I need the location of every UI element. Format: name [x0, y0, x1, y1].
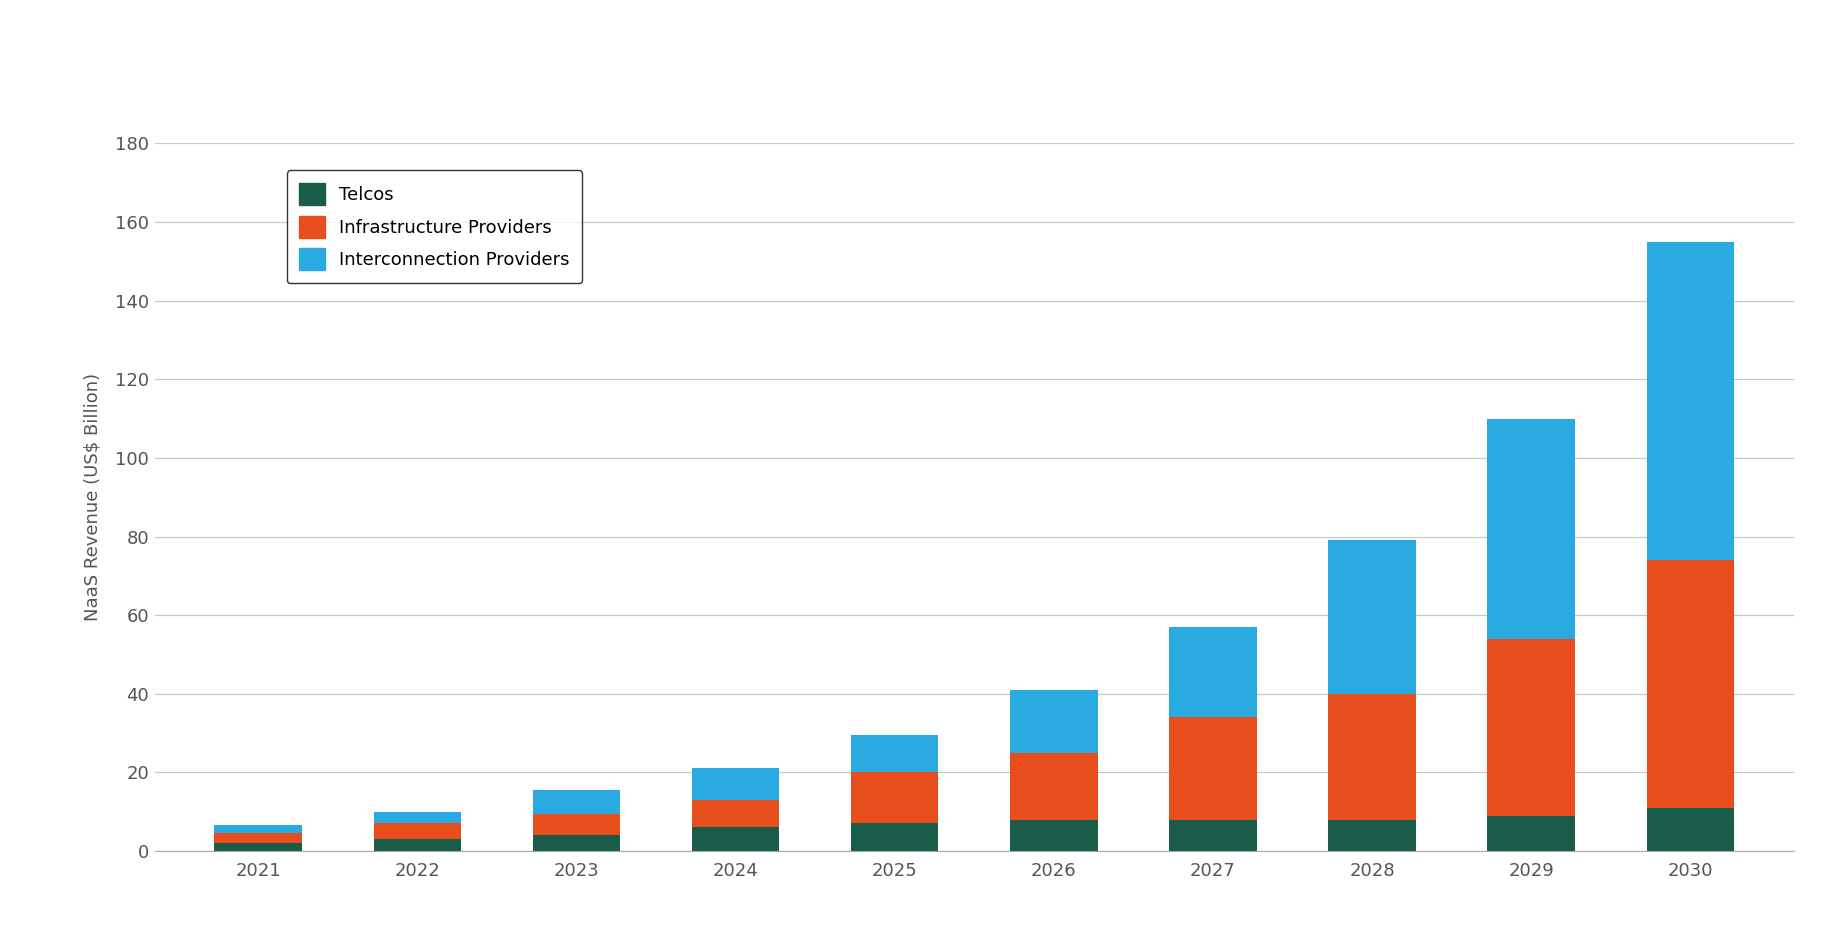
Text: (Source: ABI Research): (Source: ABI Research) — [1608, 57, 1799, 75]
Bar — [692, 769, 779, 800]
Bar — [373, 823, 461, 839]
Bar — [1011, 753, 1098, 820]
Bar — [1169, 718, 1256, 820]
Bar — [1488, 418, 1575, 638]
Bar — [1488, 638, 1575, 816]
Bar — [215, 844, 302, 851]
Bar — [692, 800, 779, 827]
Bar — [1328, 540, 1415, 694]
Bar — [1646, 241, 1734, 560]
Bar — [534, 814, 621, 835]
Bar — [850, 823, 938, 851]
Bar — [1169, 820, 1256, 851]
Bar — [1011, 690, 1098, 753]
Bar — [1328, 694, 1415, 820]
Bar — [692, 827, 779, 851]
Bar — [215, 833, 302, 844]
Bar — [215, 825, 302, 833]
Bar — [1488, 816, 1575, 851]
Text: NaaS Revenue Share by Service Provider (Telcos Transition to “Dumb Pipe”): NaaS Revenue Share by Service Provider (… — [22, 23, 982, 43]
Bar — [1011, 820, 1098, 851]
Bar — [534, 835, 621, 851]
Bar — [850, 772, 938, 823]
Text: World Markets: 2021 to 2030: World Markets: 2021 to 2030 — [22, 75, 386, 94]
Bar — [1646, 808, 1734, 851]
Bar — [1328, 820, 1415, 851]
Bar — [373, 839, 461, 851]
Bar — [850, 735, 938, 772]
Y-axis label: NaaS Revenue (US$ Billion): NaaS Revenue (US$ Billion) — [84, 373, 102, 622]
Bar — [1646, 560, 1734, 808]
Bar — [534, 790, 621, 814]
Legend: Telcos, Infrastructure Providers, Interconnection Providers: Telcos, Infrastructure Providers, Interc… — [286, 170, 583, 283]
Bar — [373, 812, 461, 823]
Bar — [1169, 627, 1256, 718]
